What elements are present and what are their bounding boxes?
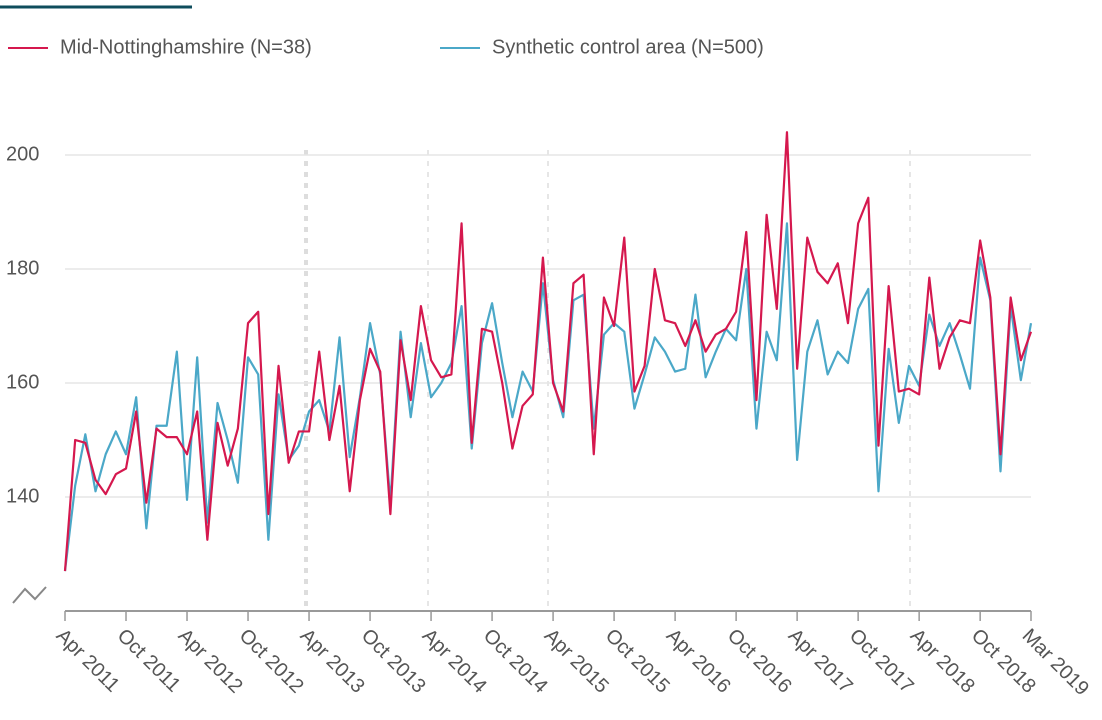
x-tick-label: Apr 2011 bbox=[52, 625, 124, 697]
x-tick-label: Apr 2017 bbox=[784, 625, 857, 698]
x-tick-label: Apr 2014 bbox=[418, 625, 491, 698]
x-tick-label: Apr 2018 bbox=[906, 625, 979, 698]
y-tick-label: 200 bbox=[6, 143, 39, 165]
legend: Mid-Nottinghamshire (N=38) Synthetic cont… bbox=[8, 36, 764, 58]
x-tick-label: Oct 2014 bbox=[479, 625, 552, 698]
x-tick-label: Oct 2016 bbox=[723, 625, 796, 698]
axis-break bbox=[12, 586, 47, 604]
legend-label: Mid-Nottinghamshire (N=38) bbox=[60, 36, 312, 58]
x-tick-label: Apr 2012 bbox=[174, 625, 247, 698]
x-tick-label: Oct 2015 bbox=[601, 625, 674, 698]
legend-label: Synthetic control area (N=500) bbox=[492, 36, 764, 58]
x-tick-label: Oct 2012 bbox=[235, 625, 308, 698]
y-tick-label: 160 bbox=[6, 371, 39, 393]
x-tick-label: Oct 2017 bbox=[845, 625, 918, 698]
x-tick-label: Apr 2015 bbox=[540, 625, 613, 698]
x-tick-label: Oct 2011 bbox=[113, 625, 185, 697]
x-tick-label: Apr 2013 bbox=[296, 625, 369, 698]
y-tick-label: 140 bbox=[6, 485, 39, 507]
y-tick-label: 180 bbox=[6, 257, 39, 279]
x-tick-label: Apr 2016 bbox=[662, 625, 735, 698]
series-line bbox=[63, 131, 1033, 572]
x-tick-label: Oct 2013 bbox=[357, 625, 430, 698]
